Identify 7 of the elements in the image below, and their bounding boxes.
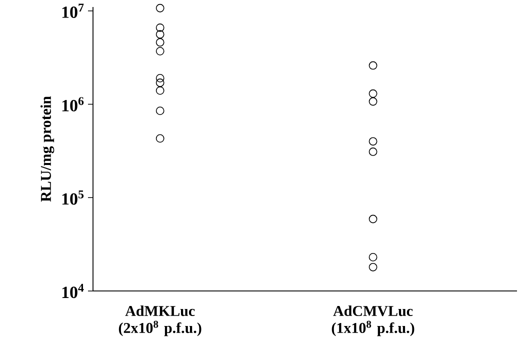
x-tick-label: AdMKLuc (2x10$^{8}$ p.f.u.)	[118, 306, 202, 336]
y-tick-label: 10$^{5}$	[62, 190, 84, 205]
y-tick-label: 10$^{6}$	[62, 97, 84, 112]
y-tick-label: 10$^{4}$	[62, 284, 84, 298]
y-axis-title: RLU/mg protein	[40, 96, 54, 202]
x-tick-label: AdCMVLuc (1x10$^{8}$ p.f.u.)	[332, 306, 414, 336]
y-tick-label: 10$^{7}$	[62, 4, 84, 18]
